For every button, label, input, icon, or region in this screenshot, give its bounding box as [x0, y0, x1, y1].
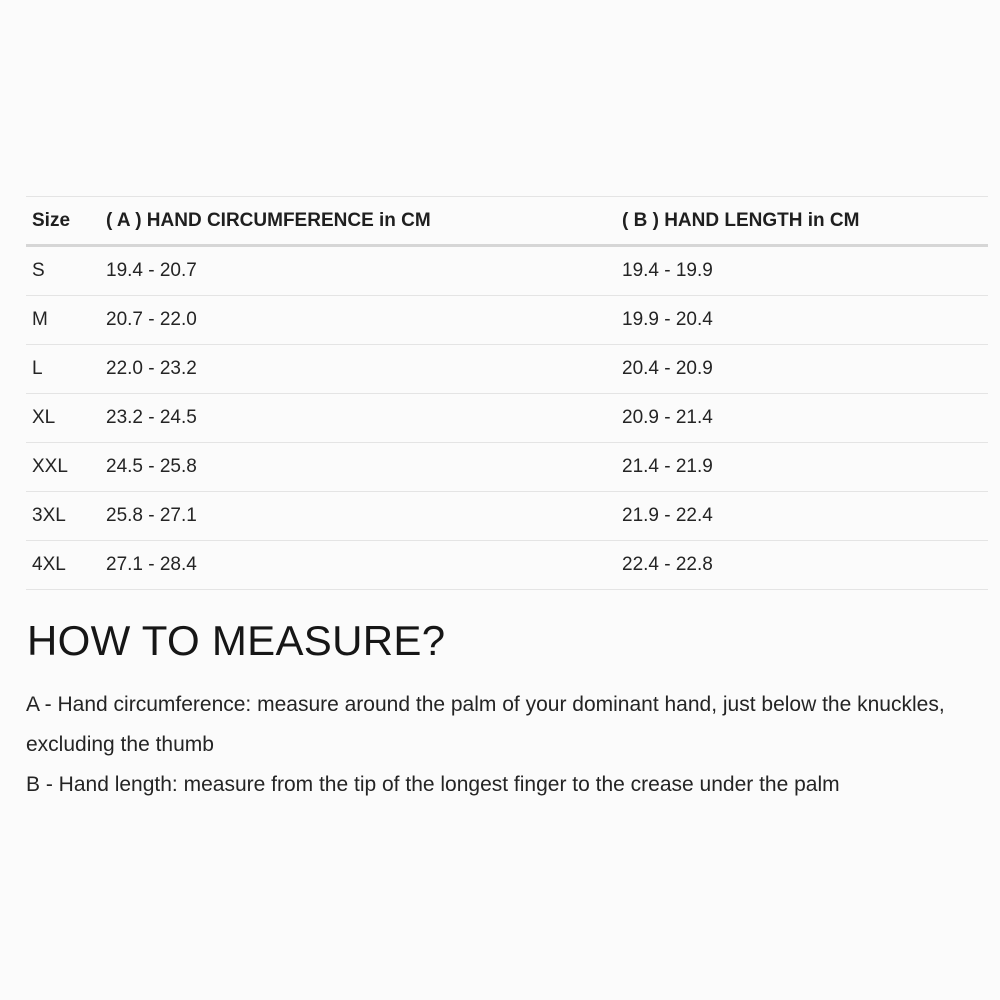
circumference-cell: 24.5 - 25.8	[100, 442, 616, 492]
size-cell: 3XL	[26, 491, 100, 541]
table-header-row: Size ( A ) HAND CIRCUMFERENCE in CM ( B …	[26, 196, 988, 247]
circumference-cell: 25.8 - 27.1	[100, 491, 616, 541]
size-cell: M	[26, 295, 100, 345]
length-cell: 20.9 - 21.4	[616, 393, 988, 443]
how-to-measure-section: HOW TO MEASURE? A - Hand circumference: …	[26, 617, 988, 805]
circumference-cell: 19.4 - 20.7	[100, 245, 616, 296]
table-row: 3XL 25.8 - 27.1 21.9 - 22.4	[26, 491, 988, 541]
length-cell: 21.4 - 21.9	[616, 442, 988, 492]
length-cell: 20.4 - 20.9	[616, 344, 988, 394]
table-row: M 20.7 - 22.0 19.9 - 20.4	[26, 295, 988, 345]
size-cell: 4XL	[26, 540, 100, 590]
size-cell: S	[26, 245, 100, 296]
circumference-cell: 20.7 - 22.0	[100, 295, 616, 345]
circumference-cell: 27.1 - 28.4	[100, 540, 616, 590]
header-cell-size: Size	[26, 196, 100, 247]
table-row: L 22.0 - 23.2 20.4 - 20.9	[26, 344, 988, 394]
size-cell: L	[26, 344, 100, 394]
table-row: 4XL 27.1 - 28.4 22.4 - 22.8	[26, 540, 988, 590]
length-cell: 22.4 - 22.8	[616, 540, 988, 590]
circumference-cell: 22.0 - 23.2	[100, 344, 616, 394]
how-to-measure-heading: HOW TO MEASURE?	[27, 617, 446, 664]
circumference-cell: 23.2 - 24.5	[100, 393, 616, 443]
size-chart-table: Size ( A ) HAND CIRCUMFERENCE in CM ( B …	[26, 196, 988, 590]
length-cell: 19.4 - 19.9	[616, 245, 988, 296]
header-cell-circumference: ( A ) HAND CIRCUMFERENCE in CM	[100, 196, 616, 247]
size-cell: XL	[26, 393, 100, 443]
length-cell: 19.9 - 20.4	[616, 295, 988, 345]
table-row: XXL 24.5 - 25.8 21.4 - 21.9	[26, 442, 988, 492]
table-row: S 19.4 - 20.7 19.4 - 19.9	[26, 245, 988, 296]
instruction-hand-length: B - Hand length: measure from the tip of…	[26, 773, 840, 796]
table-row: XL 23.2 - 24.5 20.9 - 21.4	[26, 393, 988, 443]
length-cell: 21.9 - 22.4	[616, 491, 988, 541]
size-cell: XXL	[26, 442, 100, 492]
size-guide-page: Size ( A ) HAND CIRCUMFERENCE in CM ( B …	[26, 196, 988, 805]
header-cell-length: ( B ) HAND LENGTH in CM	[616, 196, 988, 247]
instruction-hand-circumference: A - Hand circumference: measure around t…	[26, 693, 945, 756]
